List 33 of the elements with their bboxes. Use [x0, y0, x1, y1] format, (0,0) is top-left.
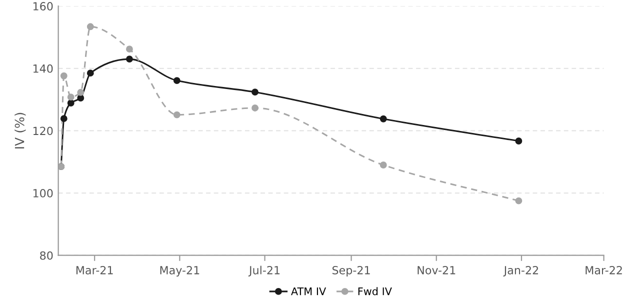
y-tick-label: 80: [40, 251, 53, 260]
point: [67, 100, 74, 106]
x-tick-label: Nov-21: [418, 266, 456, 274]
point: [60, 115, 68, 122]
legend-label: ATM IV: [291, 287, 326, 296]
y-tick-label: 100: [33, 189, 53, 198]
x-tick-label: Mar-22: [586, 266, 622, 274]
point: [86, 23, 94, 30]
point: [126, 46, 133, 53]
point: [252, 104, 258, 112]
point: [77, 88, 84, 96]
point: [126, 56, 133, 63]
point: [380, 162, 387, 168]
x-tick-label: Mar-21: [76, 266, 113, 274]
y-tick-label: 120: [33, 126, 53, 136]
point: [173, 77, 180, 84]
legend-label: Fwd IV: [358, 287, 392, 296]
point: [515, 197, 522, 204]
y-axis-title: IV (%): [14, 112, 26, 148]
point: [173, 111, 180, 118]
x-tick-label: Sep-21: [332, 266, 370, 277]
point: [77, 94, 84, 102]
y-tick-label: 140: [33, 64, 53, 73]
y-tick-label: 160: [33, 2, 53, 10]
x-tick-label: Jan-22: [503, 266, 538, 276]
point: [67, 94, 74, 101]
point: [380, 115, 387, 122]
point: [86, 70, 94, 77]
point: [60, 72, 68, 80]
point: [515, 138, 522, 144]
point: [252, 88, 258, 96]
x-tick-label: May-21: [160, 266, 200, 277]
x-tick-label: Jul-21: [248, 266, 280, 276]
